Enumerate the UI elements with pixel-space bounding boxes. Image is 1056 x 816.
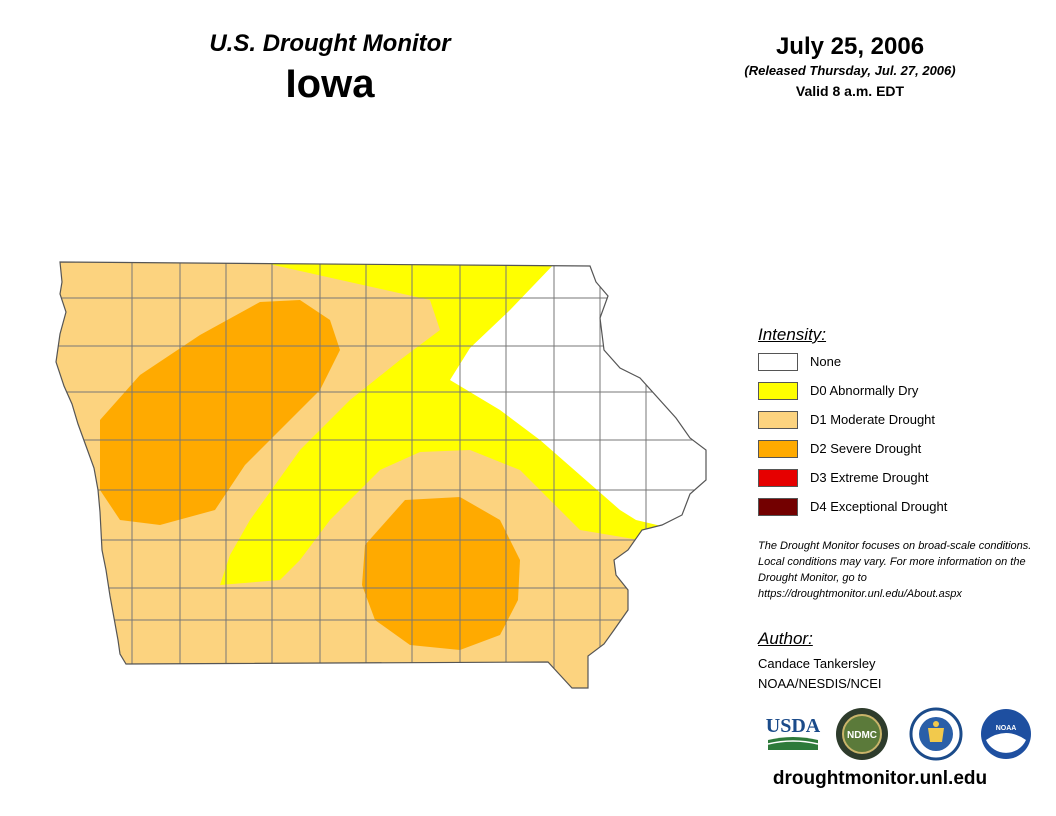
legend: Intensity: None D0 Abnormally Dry D1 Mod… — [758, 324, 1048, 520]
usda-logo: USDA — [766, 715, 821, 750]
legend-heading: Intensity: — [758, 325, 827, 344]
author-org: NOAA/NESDIS/NCEI — [758, 676, 882, 691]
drought-areas — [56, 262, 706, 688]
legend-swatch-d0 — [758, 382, 798, 400]
county-lines — [56, 262, 706, 688]
monitor-title: U.S. Drought Monitor — [209, 30, 451, 57]
site-url[interactable]: droughtmonitor.unl.edu — [772, 768, 988, 789]
commerce-seal-logo — [909, 707, 963, 761]
iowa-drought-map — [55, 261, 707, 689]
legend-swatch-d2 — [758, 440, 798, 458]
legend-item-d4: D4 Exceptional Drought — [758, 491, 1048, 520]
partner-logos: USDA NDMC NOAA — [766, 707, 1031, 761]
d2-severe-drought-area-west — [100, 300, 340, 525]
legend-item-none: None — [758, 346, 1048, 375]
legend-label-d1: D1 Moderate Drought — [810, 412, 936, 427]
legend-item-d2: D2 Severe Drought — [758, 433, 1048, 462]
ndmc-logo: NDMC — [836, 708, 888, 760]
legend-label-none: None — [810, 354, 842, 369]
legend-label-d4: D4 Exceptional Drought — [810, 499, 948, 514]
release-date: (Released Thursday, Jul. 27, 2006) — [744, 63, 956, 78]
author-block: Author: Candace Tankersley NOAA/NESDIS/N… — [758, 628, 1048, 694]
valid-time: Valid 8 a.m. EDT — [795, 83, 905, 99]
legend-item-d1: D1 Moderate Drought — [758, 404, 1048, 433]
header-right: July 25, 2006 (Released Thursday, Jul. 2… — [700, 32, 1000, 102]
d2-severe-drought-area-south — [362, 497, 520, 650]
disclaimer-note: The Drought Monitor focuses on broad-sca… — [758, 540, 1032, 600]
author-heading: Author: — [758, 629, 813, 648]
header-left: U.S. Drought Monitor Iowa — [150, 28, 510, 106]
legend-item-d0: D0 Abnormally Dry — [758, 375, 1048, 404]
legend-swatch-none — [758, 353, 798, 371]
legend-label-d0: D0 Abnormally Dry — [810, 383, 919, 398]
legend-swatch-d1 — [758, 411, 798, 429]
legend-swatch-d4 — [758, 498, 798, 516]
map-date: July 25, 2006 — [775, 33, 925, 60]
svg-text:USDA: USDA — [766, 715, 821, 737]
iowa-state-outline — [55, 261, 707, 689]
legend-item-d3: D3 Extreme Drought — [758, 462, 1048, 491]
svg-text:NDMC: NDMC — [847, 730, 877, 741]
legend-label-d3: D3 Extreme Drought — [810, 470, 929, 485]
legend-swatch-d3 — [758, 469, 798, 487]
legend-label-d2: D2 Severe Drought — [810, 441, 922, 456]
author-name: Candace Tankersley — [758, 656, 876, 671]
state-name: Iowa — [285, 62, 375, 106]
noaa-logo: NOAA — [981, 709, 1031, 759]
svg-text:NOAA: NOAA — [996, 725, 1017, 732]
